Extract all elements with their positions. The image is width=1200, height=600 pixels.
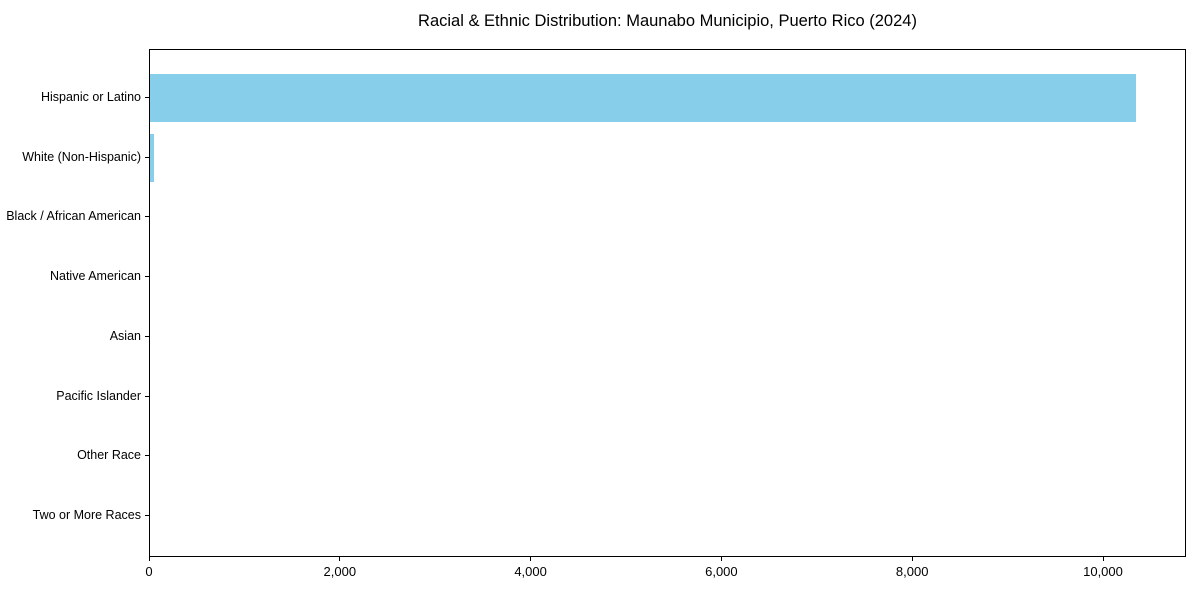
y-axis-label-hispanic-or-latino: Hispanic or Latino [40, 90, 141, 104]
bar-white-non-hispanic [150, 133, 155, 182]
x-tick-label: 0 [145, 564, 153, 579]
y-axis-label-asian: Asian [109, 328, 141, 343]
y-axis-label-native-american: Native American [49, 269, 141, 284]
x-tick-label: 8,000 [895, 564, 929, 579]
y-tick-mark [145, 395, 149, 397]
x-tick-label: 6,000 [705, 564, 738, 579]
y-axis-label-two-or-more-races: Two or More Races [32, 507, 141, 522]
x-tick-label: 2,000 [323, 564, 357, 579]
bar-hispanic-or-latino [150, 74, 1137, 122]
y-axis-label-white-non-hispanic: White (Non-Hispanic) [22, 149, 141, 164]
x-tick-mark [1102, 557, 1104, 561]
y-tick-mark [145, 156, 149, 158]
x-tick-label: 10,000 [1083, 564, 1123, 579]
y-tick-mark [145, 276, 149, 278]
x-tick-label: 4,000 [514, 564, 547, 579]
y-tick-mark [145, 514, 149, 516]
y-tick-mark [145, 455, 149, 457]
plot-area [149, 49, 1186, 557]
y-axis-label-black-african-american: Black / African American [6, 209, 141, 224]
y-axis-label-pacific-islander: Pacific Islander [56, 388, 141, 403]
y-axis-label-other-race: Other Race [77, 448, 141, 463]
y-tick-mark [145, 216, 149, 218]
x-tick-mark [339, 557, 341, 561]
x-tick-mark [720, 557, 722, 561]
y-tick-mark [145, 335, 149, 337]
chart-title: Racial & Ethnic Distribution: Maunabo Mu… [418, 12, 917, 30]
x-tick-mark [530, 557, 532, 561]
y-tick-mark [145, 97, 149, 98]
x-tick-mark [148, 557, 150, 561]
x-tick-mark [911, 557, 913, 561]
